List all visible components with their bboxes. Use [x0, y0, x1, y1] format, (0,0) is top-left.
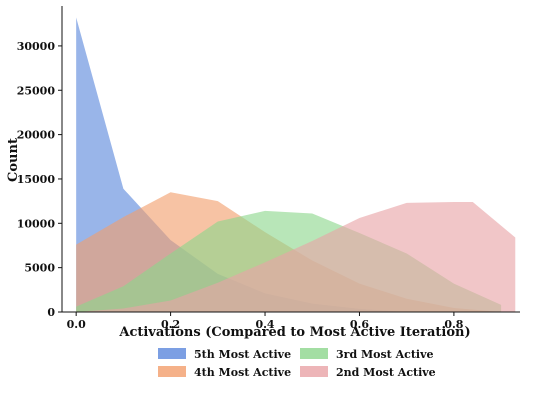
x-tick-label: 0.0 [67, 318, 86, 331]
y-tick-label: 0 [47, 306, 55, 319]
legend-label: 2nd Most Active [336, 366, 436, 379]
legend-swatch [158, 348, 186, 359]
y-tick-label: 15000 [17, 173, 56, 186]
x-tick-label: 0.8 [444, 318, 463, 331]
legend-swatch [300, 366, 328, 377]
y-tick-label: 5000 [24, 262, 55, 275]
legend-label: 4th Most Active [194, 366, 291, 379]
ticks-layer: 0 5000 10000 15000 20000 25000 30000 0.0 0.2 0.4 0… [17, 40, 464, 331]
y-tick-label: 20000 [17, 129, 56, 142]
legend-label: 3rd Most Active [336, 348, 433, 361]
legend: 5th Most Active 4th Most Active 3rd Most A… [158, 348, 436, 379]
x-tick-label: 0.2 [161, 318, 180, 331]
legend-item-3: 3rd Most Active [300, 348, 433, 361]
x-tick-label: 0.4 [255, 318, 274, 331]
legend-item-1: 5th Most Active [158, 348, 291, 361]
legend-item-4: 2nd Most Active [300, 366, 436, 379]
legend-swatch [158, 366, 186, 377]
x-axis-title: Activations (Compared to Most Active Ite… [118, 325, 470, 340]
areas-layer [76, 17, 516, 313]
legend-item-2: 4th Most Active [158, 366, 291, 379]
legend-swatch [300, 348, 328, 359]
x-tick-label: 0.6 [350, 318, 369, 331]
y-tick-label: 25000 [17, 84, 56, 97]
area-series-4 [76, 202, 516, 312]
y-tick-label: 10000 [17, 217, 56, 230]
y-axis-title: Count [6, 138, 21, 182]
y-tick-label: 30000 [17, 40, 56, 53]
legend-label: 5th Most Active [194, 348, 291, 361]
axes-layer [61, 6, 520, 313]
